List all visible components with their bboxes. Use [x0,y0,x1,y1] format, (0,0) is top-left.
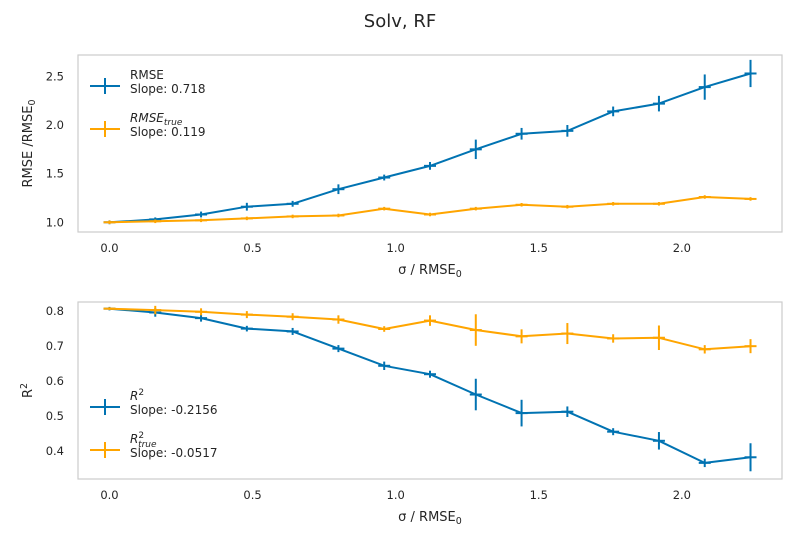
y-axis-label: R2 [19,383,36,398]
chart-panel-2: 0.0 0.5 1.0 1.5 2.0 0.4 0.5 0.6 0.7 0.8 σ / RMSE0 R… [19,301,783,527]
x-tick-label: 1.0 [387,241,405,255]
x-tick-label: 1.5 [530,241,548,255]
legend-series-name: RMSE [130,68,164,82]
legend-slope-label: Slope: -0.0517 [130,446,217,460]
figure-title: Solv, RF [364,11,436,32]
legend-slope-label: Slope: -0.2156 [130,403,217,417]
y-tick-label: 1.5 [46,167,64,181]
axes-frame [77,54,783,233]
y-tick-label: 0.7 [46,339,64,353]
series-1 [103,306,757,472]
x-tick-label: 0.5 [243,488,261,502]
x-tick-label: 0.5 [243,241,261,255]
x-tick-label: 2.0 [673,241,691,255]
legend-series-name: R2 [130,388,144,403]
legend-slope-label: Slope: 0.718 [130,82,206,96]
legend-series-name: RMSEtrue [130,111,183,128]
x-tick-label: 0.0 [100,241,118,255]
chart-panel-1: 0.0 0.5 1.0 1.5 2.0 1.0 1.5 2.0 2.5 σ / RMSE0 RMSE… [21,54,783,280]
series-2 [103,195,757,225]
series-line [109,72,751,224]
x-tick-label: 0.0 [100,488,118,502]
series-line [109,307,751,464]
legend-slope-label: Slope: 0.119 [130,125,206,139]
series-line [109,196,751,224]
x-axis-label: σ / RMSE0 [398,510,462,527]
series-1 [103,59,757,225]
y-tick-label: 2.5 [46,69,64,83]
x-tick-label: 1.0 [387,488,405,502]
y-axis-label: RMSE /RMSE0 [21,100,38,188]
y-tick-label: 1.0 [46,215,64,229]
x-tick-label: 2.0 [673,488,691,502]
series-line [109,307,751,351]
y-tick-label: 0.6 [46,374,64,388]
y-tick-label: 0.8 [46,304,64,318]
legend-series-name: R2 true [130,431,157,450]
y-tick-label: 2.0 [46,118,64,132]
y-tick-label: 0.4 [46,444,64,458]
x-axis-label: σ / RMSE0 [398,263,462,280]
series-2 [103,305,757,354]
y-tick-label: 0.5 [46,409,64,423]
x-tick-label: 1.5 [530,488,548,502]
axes-frame [77,301,783,480]
